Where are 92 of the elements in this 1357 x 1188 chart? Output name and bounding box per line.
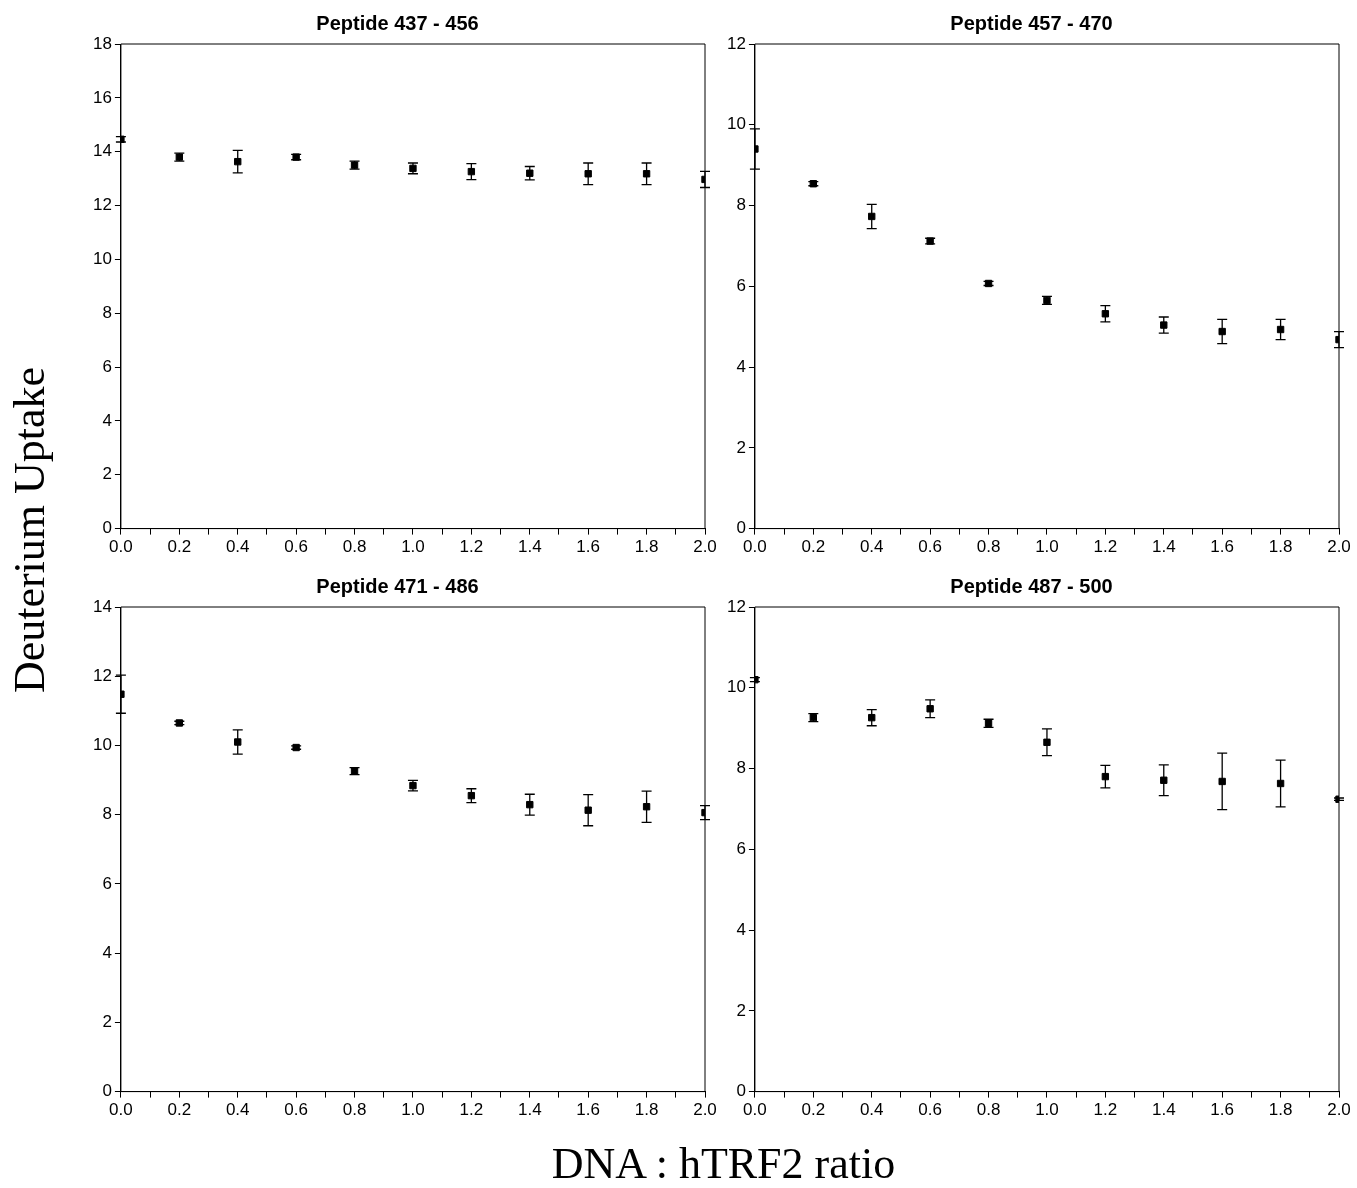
x-tick-label: 0.0	[743, 537, 767, 557]
y-tick-label: 14	[92, 141, 112, 161]
y-tick-label: 2	[736, 1000, 746, 1020]
x-tick-label: 0.2	[167, 537, 192, 557]
x-tick-label: 2.0	[693, 537, 717, 557]
x-tick-label: 0.2	[801, 1100, 826, 1120]
chart-title: Peptide 471 - 486	[316, 574, 479, 597]
point	[642, 803, 651, 811]
point	[868, 212, 876, 221]
x-tick-label: 1.0	[1035, 537, 1059, 557]
x-tick-label: 1.2	[1093, 1100, 1118, 1120]
x-tick-label: 0.0	[109, 1100, 133, 1120]
y-tick-label: 2	[102, 464, 112, 484]
x-tick-label: 1.6	[576, 537, 600, 557]
y-tick-label: 18	[92, 33, 112, 53]
y-tick-label: 12	[726, 33, 746, 53]
point	[1160, 776, 1168, 784]
y-tick-label: 8	[102, 302, 112, 322]
y-tick-label: 4	[102, 410, 112, 430]
y-tick-label: 10	[92, 249, 112, 269]
x-tick-label: 1.4	[517, 537, 542, 557]
x-tick-label: 0.0	[109, 537, 133, 557]
x-tick-label: 0.4	[859, 1100, 884, 1120]
x-tick-label: 2.0	[1327, 1100, 1351, 1120]
point	[1218, 327, 1226, 336]
y-tick-label: 6	[102, 873, 112, 893]
point	[526, 800, 534, 809]
y-tick-label: 8	[736, 195, 746, 215]
x-tick-label: 0.6	[918, 537, 942, 557]
y-tick-label: 8	[736, 758, 746, 778]
chart-title: Peptide 437 - 456	[316, 11, 479, 34]
point	[234, 738, 242, 746]
x-tick-label: 1.8	[1268, 1100, 1293, 1120]
x-tick-label: 0.6	[918, 1100, 942, 1120]
y-tick-label: 12	[92, 195, 112, 215]
y-tick-label: 0	[736, 1081, 746, 1101]
x-tick-label: 0.4	[859, 537, 884, 557]
y-tick-label: 16	[92, 87, 112, 107]
y-tick-label: 14	[92, 596, 112, 616]
x-tick-label: 1.0	[401, 1100, 425, 1120]
x-tick-label: 1.8	[634, 537, 659, 557]
point	[584, 806, 592, 814]
y-tick-label: 4	[736, 356, 746, 376]
x-tick-label: 0.4	[225, 537, 250, 557]
point	[1043, 738, 1051, 746]
x-tick-label: 2.0	[693, 1100, 717, 1120]
y-tick-label: 0	[102, 1081, 112, 1101]
x-tick-label: 1.0	[401, 537, 425, 557]
x-tick-label: 1.4	[1151, 1100, 1176, 1120]
x-tick-label: 1.2	[1093, 537, 1118, 557]
y-tick-label: 6	[736, 275, 746, 295]
x-tick-label: 0.8	[342, 537, 367, 557]
x-tick-label: 1.2	[459, 537, 484, 557]
x-tick-label: 1.6	[1210, 1100, 1234, 1120]
x-tick-label: 1.6	[1210, 537, 1234, 557]
y-axis-title: Deuterium Uptake	[4, 365, 55, 696]
x-tick-label: 0.0	[743, 1100, 767, 1120]
x-tick-label: 0.6	[284, 1100, 308, 1120]
y-tick-label: 6	[736, 838, 746, 858]
point	[1218, 777, 1226, 786]
y-tick-label: 10	[726, 677, 746, 697]
y-tick-label: 4	[736, 919, 746, 939]
x-tick-label: 0.2	[167, 1100, 192, 1120]
y-tick-label: 10	[92, 735, 112, 755]
x-tick-label: 0.8	[342, 1100, 367, 1120]
x-tick-label: 0.4	[225, 1100, 250, 1120]
y-tick-label: 4	[102, 942, 112, 962]
x-axis-title: DNA : hTRF2 ratio	[550, 1138, 897, 1188]
y-tick-label: 12	[92, 665, 112, 685]
x-tick-label: 1.4	[517, 1100, 542, 1120]
y-tick-label: 2	[102, 1012, 112, 1032]
x-tick-label: 1.2	[459, 1100, 484, 1120]
x-tick-label: 0.6	[284, 537, 308, 557]
x-tick-label: 2.0	[1327, 537, 1351, 557]
x-tick-label: 1.6	[576, 1100, 600, 1120]
x-tick-label: 0.8	[976, 1100, 1001, 1120]
y-tick-label: 0	[736, 518, 746, 538]
y-tick-label: 2	[736, 437, 746, 457]
y-tick-label: 12	[726, 596, 746, 616]
y-tick-label: 10	[726, 114, 746, 134]
x-tick-label: 1.8	[1268, 537, 1293, 557]
x-tick-label: 0.8	[976, 537, 1001, 557]
x-tick-label: 1.8	[634, 1100, 659, 1120]
y-tick-label: 6	[102, 356, 112, 376]
chart-title: Peptide 487 - 500	[950, 574, 1113, 597]
y-tick-label: 0	[102, 518, 112, 538]
x-tick-label: 1.4	[1151, 537, 1176, 557]
chart-title: Peptide 457 - 470	[950, 11, 1113, 34]
y-tick-label: 8	[102, 804, 112, 824]
point	[926, 705, 934, 713]
x-tick-label: 0.2	[801, 537, 826, 557]
x-tick-label: 1.0	[1035, 1100, 1059, 1120]
